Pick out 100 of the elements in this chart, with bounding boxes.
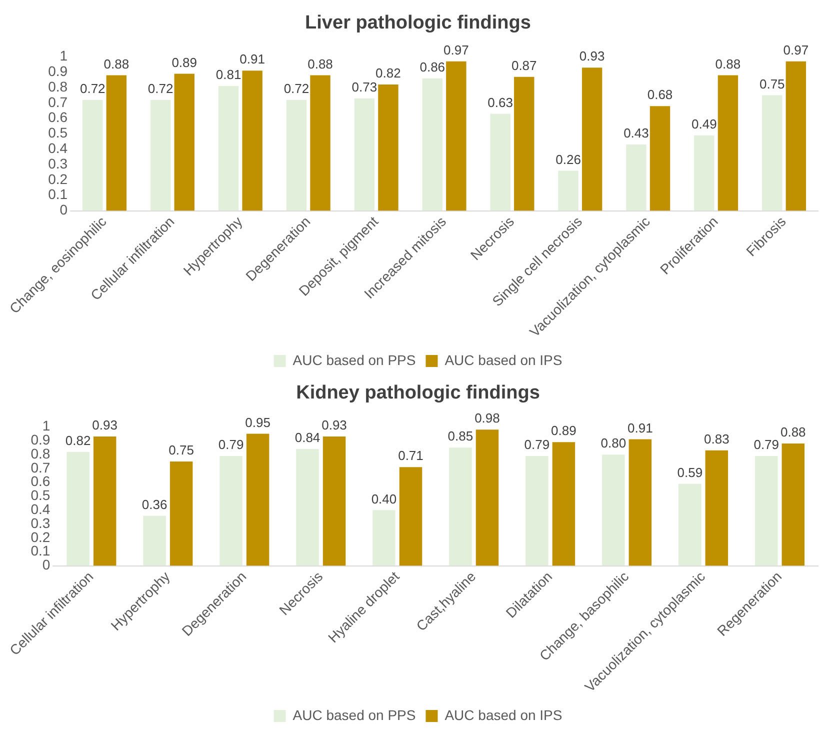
bar — [170, 462, 193, 566]
bar — [82, 100, 103, 211]
data-label: 0.72 — [284, 80, 310, 96]
data-label: 0.88 — [308, 56, 333, 72]
bar — [218, 86, 239, 211]
bar — [626, 144, 646, 211]
data-label: 0.68 — [647, 87, 673, 102]
legend-label: AUC based on IPS — [444, 352, 562, 368]
y-tick-label: 0.1 — [48, 186, 68, 202]
data-label: 0.36 — [142, 496, 168, 512]
y-tick-label: 0.7 — [30, 459, 50, 476]
bar — [762, 95, 782, 211]
bar — [246, 434, 270, 566]
bar — [354, 98, 375, 211]
y-tick-label: 0.4 — [48, 140, 68, 156]
y-tick-label: 0.7 — [48, 94, 68, 110]
data-label: 0.91 — [240, 52, 265, 67]
data-label: 0.91 — [628, 420, 653, 436]
data-label: 0.86 — [420, 59, 446, 74]
data-label: 0.83 — [704, 432, 730, 446]
bar — [242, 70, 262, 211]
data-label: 0.71 — [398, 448, 424, 464]
data-label: 0.40 — [371, 491, 397, 506]
y-tick-label: 0.8 — [48, 78, 68, 94]
y-tick-label: 1 — [60, 48, 68, 64]
bar — [372, 510, 396, 566]
bar — [150, 100, 171, 211]
data-label: 0.93 — [322, 418, 347, 433]
bar — [93, 436, 116, 566]
data-label: 0.82 — [376, 66, 401, 81]
bar — [378, 84, 398, 211]
data-label: 0.88 — [780, 424, 806, 440]
data-label: 0.72 — [148, 80, 174, 96]
bar — [526, 456, 548, 566]
chart-title: Liver pathologic findings — [305, 12, 531, 34]
y-tick-label: 0.2 — [30, 528, 50, 545]
y-tick-label: 0.6 — [48, 109, 68, 126]
data-label: 0.97 — [783, 42, 809, 58]
y-tick-label: 0.6 — [30, 473, 50, 490]
bar — [514, 76, 534, 211]
data-label: 0.97 — [444, 42, 469, 58]
data-label: 0.87 — [511, 58, 537, 73]
bar — [143, 516, 166, 566]
bar — [322, 436, 346, 566]
bar — [582, 68, 602, 211]
data-label: 0.79 — [754, 437, 780, 452]
data-label: 0.95 — [245, 414, 270, 430]
bar — [694, 135, 714, 211]
bar — [705, 450, 728, 566]
data-label: 0.72 — [80, 80, 106, 96]
data-label: 0.93 — [579, 48, 605, 64]
bar — [106, 75, 127, 211]
data-label: 0.73 — [352, 79, 378, 94]
data-label: 0.84 — [294, 430, 320, 446]
bar — [296, 449, 319, 566]
data-label: 0.79 — [218, 437, 244, 452]
bar — [755, 456, 778, 566]
bar — [602, 454, 625, 566]
data-label: 0.88 — [715, 56, 741, 72]
bar — [490, 114, 510, 211]
bar — [422, 78, 442, 211]
data-label: 0.75 — [168, 442, 194, 458]
bar — [399, 467, 422, 566]
bar — [552, 442, 576, 566]
legend-label: AUC based on PPS — [292, 706, 416, 723]
legend-label: AUC based on IPS — [444, 706, 562, 723]
data-label: 0.81 — [216, 67, 242, 82]
y-tick-label: 0.4 — [30, 501, 50, 518]
legend-label: AUC based on PPS — [292, 352, 416, 368]
y-tick-label: 0.8 — [30, 445, 50, 462]
data-label: 0.85 — [448, 428, 474, 444]
data-label: 0.75 — [759, 76, 785, 92]
y-tick-label: 0.1 — [30, 542, 50, 559]
y-tick-label: 0 — [42, 556, 50, 573]
bar — [678, 484, 702, 566]
bar — [628, 439, 652, 566]
y-tick-label: 0.9 — [30, 432, 50, 448]
bar — [558, 170, 578, 211]
y-tick-label: 0.5 — [30, 487, 50, 504]
bar — [782, 443, 805, 566]
bar — [650, 106, 670, 211]
data-label: 0.98 — [474, 410, 500, 426]
y-tick-label: 0.2 — [48, 170, 68, 187]
data-label: 0.82 — [65, 432, 91, 448]
bar — [310, 75, 330, 211]
y-tick-label: 0.3 — [48, 155, 68, 172]
data-label: 0.49 — [692, 116, 717, 132]
bar — [449, 448, 472, 566]
data-label: 0.59 — [677, 464, 703, 480]
bar — [174, 74, 194, 211]
y-tick-label: 0.5 — [48, 124, 68, 141]
data-label: 0.26 — [556, 152, 581, 167]
data-label: 0.79 — [524, 437, 550, 452]
data-label: 0.88 — [104, 56, 130, 72]
data-label: 0.43 — [624, 126, 649, 141]
bar — [220, 456, 242, 566]
data-label: 0.89 — [172, 54, 198, 70]
data-label: 0.93 — [92, 418, 118, 433]
y-tick-label: 0 — [60, 202, 68, 218]
y-tick-label: 1 — [42, 418, 50, 434]
